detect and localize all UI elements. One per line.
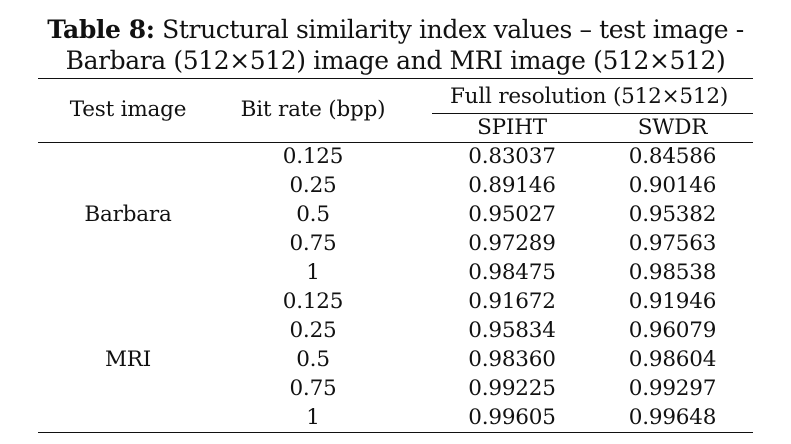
spiht-cell: 0.98475	[468, 260, 556, 285]
swdr-cell: 0.97563	[628, 231, 717, 256]
bit-rate-cell: 0.5	[296, 202, 330, 227]
spiht-cell: 0.98360	[468, 347, 556, 372]
caption-line-2: Barbara (512×512) image and MRI image (5…	[65, 46, 726, 75]
spiht-cell: 0.89146	[468, 173, 556, 198]
swdr-cell: 0.90146	[628, 173, 717, 198]
spiht-cell: 0.95834	[468, 318, 556, 343]
swdr-cell: 0.95382	[628, 202, 717, 227]
group-header-rule	[432, 113, 753, 114]
spiht-cell: 0.83037	[468, 144, 556, 169]
swdr-cell: 0.98604	[628, 347, 717, 372]
spiht-cell: 0.95027	[468, 202, 556, 227]
caption-line-1: Table 8: Structural similarity index val…	[0, 14, 791, 45]
caption-label: Table 8:	[47, 15, 155, 44]
bit-rate-cell: 0.75	[289, 231, 337, 256]
header-swdr: SWDR	[637, 115, 708, 140]
header-bottom-rule	[38, 142, 753, 143]
bit-rate-cell: 1	[306, 260, 320, 285]
caption-text-1: Structural similarity index values – tes…	[154, 15, 744, 44]
swdr-cell: 0.99297	[628, 376, 717, 401]
bit-rate-cell: 0.25	[289, 173, 337, 198]
header-bit-rate: Bit rate (bpp)	[240, 97, 386, 122]
swdr-cell: 0.98538	[628, 260, 717, 285]
spiht-cell: 0.99605	[468, 405, 556, 430]
bit-rate-cell: 0.125	[282, 289, 344, 314]
swdr-cell: 0.96079	[628, 318, 717, 343]
swdr-cell: 0.84586	[628, 144, 717, 169]
bit-rate-cell: 1	[306, 405, 320, 430]
bit-rate-cell: 0.5	[296, 347, 330, 372]
swdr-cell: 0.91946	[628, 289, 717, 314]
bit-rate-cell: 0.25	[289, 318, 337, 343]
spiht-cell: 0.91672	[468, 289, 556, 314]
test-image-cell: Barbara	[84, 202, 172, 227]
test-image-cell: MRI	[104, 347, 152, 372]
swdr-cell: 0.99648	[628, 405, 717, 430]
bit-rate-cell: 0.75	[289, 376, 337, 401]
header-spiht: SPIHT	[477, 115, 547, 140]
table-top-rule	[38, 78, 753, 79]
spiht-cell: 0.99225	[468, 376, 556, 401]
table-bottom-rule	[38, 432, 753, 433]
header-test-image: Test image	[69, 97, 187, 122]
bit-rate-cell: 0.125	[282, 144, 344, 169]
spiht-cell: 0.97289	[468, 231, 556, 256]
header-full-resolution: Full resolution (512×512)	[449, 84, 729, 109]
table-caption: Table 8: Structural similarity index val…	[0, 14, 791, 76]
